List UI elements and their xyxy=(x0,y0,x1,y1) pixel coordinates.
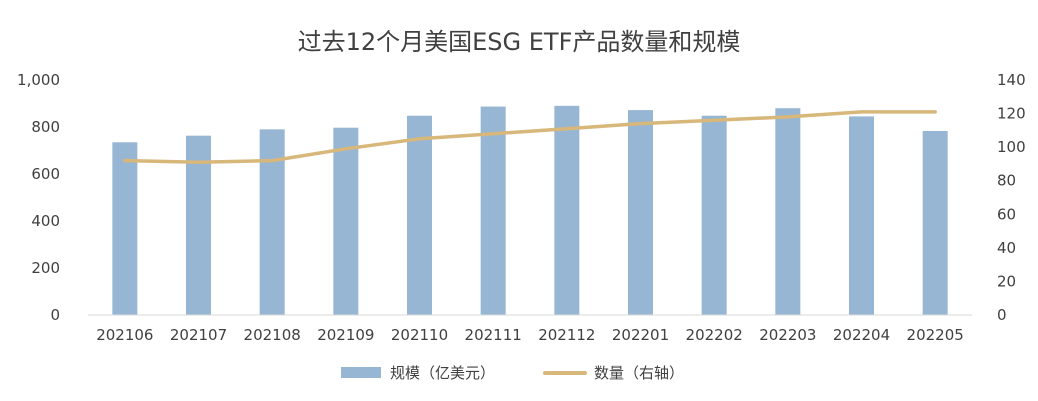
x-tick-label: 202205 xyxy=(907,326,964,344)
y-left-tick-label: 0 xyxy=(50,306,60,324)
legend: 规模（亿美元） 数量（右轴） xyxy=(341,364,684,382)
y-right-tick-label: 40 xyxy=(997,239,1016,257)
line-series-count xyxy=(123,110,937,165)
bar-202107 xyxy=(186,135,211,315)
y-right-tick-label: 80 xyxy=(997,172,1016,190)
y-left-tick-label: 800 xyxy=(31,118,60,136)
x-tick-label: 202201 xyxy=(612,326,669,344)
bar-202201 xyxy=(628,110,653,315)
legend-label-bar: 规模（亿美元） xyxy=(390,364,495,382)
y-right-tick-label: 60 xyxy=(997,205,1016,223)
bar-202110 xyxy=(407,115,432,315)
x-tick-label: 202109 xyxy=(317,326,374,344)
bar-202204 xyxy=(849,116,874,315)
bar-202106 xyxy=(112,142,138,315)
bar-202109 xyxy=(333,127,359,315)
y-right-tick-label: 140 xyxy=(997,71,1026,89)
y-left-tick-label: 1,000 xyxy=(17,71,60,89)
y-right-tick-label: 20 xyxy=(997,272,1016,290)
x-tick-label: 202204 xyxy=(833,326,890,344)
x-tick-label: 202107 xyxy=(170,326,227,344)
plot-area: 0 200 400 600 800 1,000 0 20 40 60 80 100 120 140 2021… xyxy=(17,71,1026,344)
x-tick-label: 202203 xyxy=(759,326,816,344)
bar-202205 xyxy=(922,130,948,315)
y-left-tick-label: 400 xyxy=(31,212,60,230)
x-tick-label: 202112 xyxy=(538,326,595,344)
x-tick-label: 202202 xyxy=(686,326,743,344)
legend-swatch-bar xyxy=(341,367,381,378)
y-left-tick-label: 200 xyxy=(31,259,60,277)
x-tick-label: 202106 xyxy=(96,326,153,344)
y-right-tick-label: 0 xyxy=(997,306,1007,324)
x-tick-label: 202108 xyxy=(244,326,301,344)
bar-202203 xyxy=(775,108,801,315)
bar-202111 xyxy=(480,106,506,316)
y-right-tick-label: 120 xyxy=(997,105,1026,123)
x-tick-label: 202111 xyxy=(465,326,522,344)
y-left-tick-label: 600 xyxy=(31,165,60,183)
chart-title: 过去12个月美国ESG ETF产品数量和规模 xyxy=(298,28,741,56)
bar-202108 xyxy=(259,129,285,315)
y-right-tick-label: 100 xyxy=(997,138,1026,156)
bar-202202 xyxy=(701,115,727,315)
legend-label-line: 数量（右轴） xyxy=(594,364,684,382)
x-tick-label: 202110 xyxy=(391,326,448,344)
bar-202112 xyxy=(554,105,580,315)
